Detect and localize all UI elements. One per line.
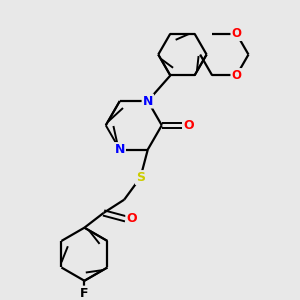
Text: N: N bbox=[115, 143, 125, 156]
Text: F: F bbox=[80, 286, 89, 300]
Text: O: O bbox=[231, 27, 242, 40]
Text: O: O bbox=[183, 119, 194, 132]
Text: O: O bbox=[231, 69, 242, 82]
Text: N: N bbox=[142, 94, 153, 107]
Text: O: O bbox=[126, 212, 137, 225]
Text: S: S bbox=[136, 171, 145, 184]
